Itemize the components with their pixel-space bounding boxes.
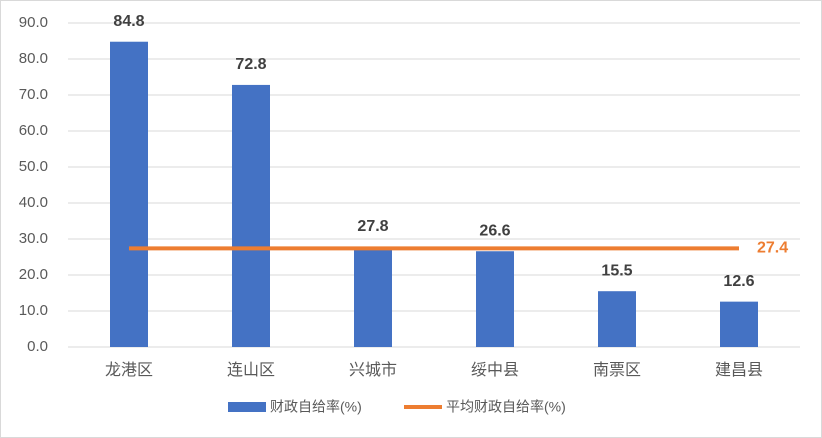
value-label: 26.6 [479, 222, 510, 239]
value-label: 12.6 [723, 273, 754, 290]
bar [110, 41, 148, 347]
value-label: 84.8 [113, 13, 144, 30]
bar [476, 251, 514, 347]
y-tick-label: 20.0 [19, 266, 48, 283]
bar [598, 291, 636, 347]
x-tick-label: 龙港区 [105, 361, 153, 379]
y-tick-label: 30.0 [19, 230, 48, 247]
y-tick-label: 80.0 [19, 50, 48, 67]
legend-label: 平均财政自给率(%) [446, 399, 566, 415]
legend-label: 财政自给率(%) [270, 399, 362, 415]
y-tick-label: 50.0 [19, 158, 48, 175]
bar [720, 301, 758, 347]
y-tick-label: 10.0 [19, 302, 48, 319]
bar [354, 246, 392, 347]
y-tick-label: 70.0 [19, 86, 48, 103]
bar [232, 84, 270, 348]
x-tick-label: 兴城市 [349, 361, 397, 379]
y-tick-label: 90.0 [19, 14, 48, 31]
x-tick-label: 建昌县 [715, 361, 763, 379]
y-tick-label: 0.0 [27, 338, 48, 355]
value-label: 72.8 [235, 56, 266, 73]
y-tick-label: 40.0 [19, 194, 48, 211]
value-label: 27.8 [357, 218, 388, 235]
y-tick-label: 60.0 [19, 122, 48, 139]
value-label: 15.5 [601, 262, 632, 279]
x-tick-label: 绥中县 [471, 361, 519, 379]
legend-swatch [228, 402, 266, 412]
value-label: 27.4 [757, 240, 788, 257]
x-tick-label: 南票区 [593, 361, 641, 379]
x-tick-label: 连山区 [227, 361, 275, 379]
